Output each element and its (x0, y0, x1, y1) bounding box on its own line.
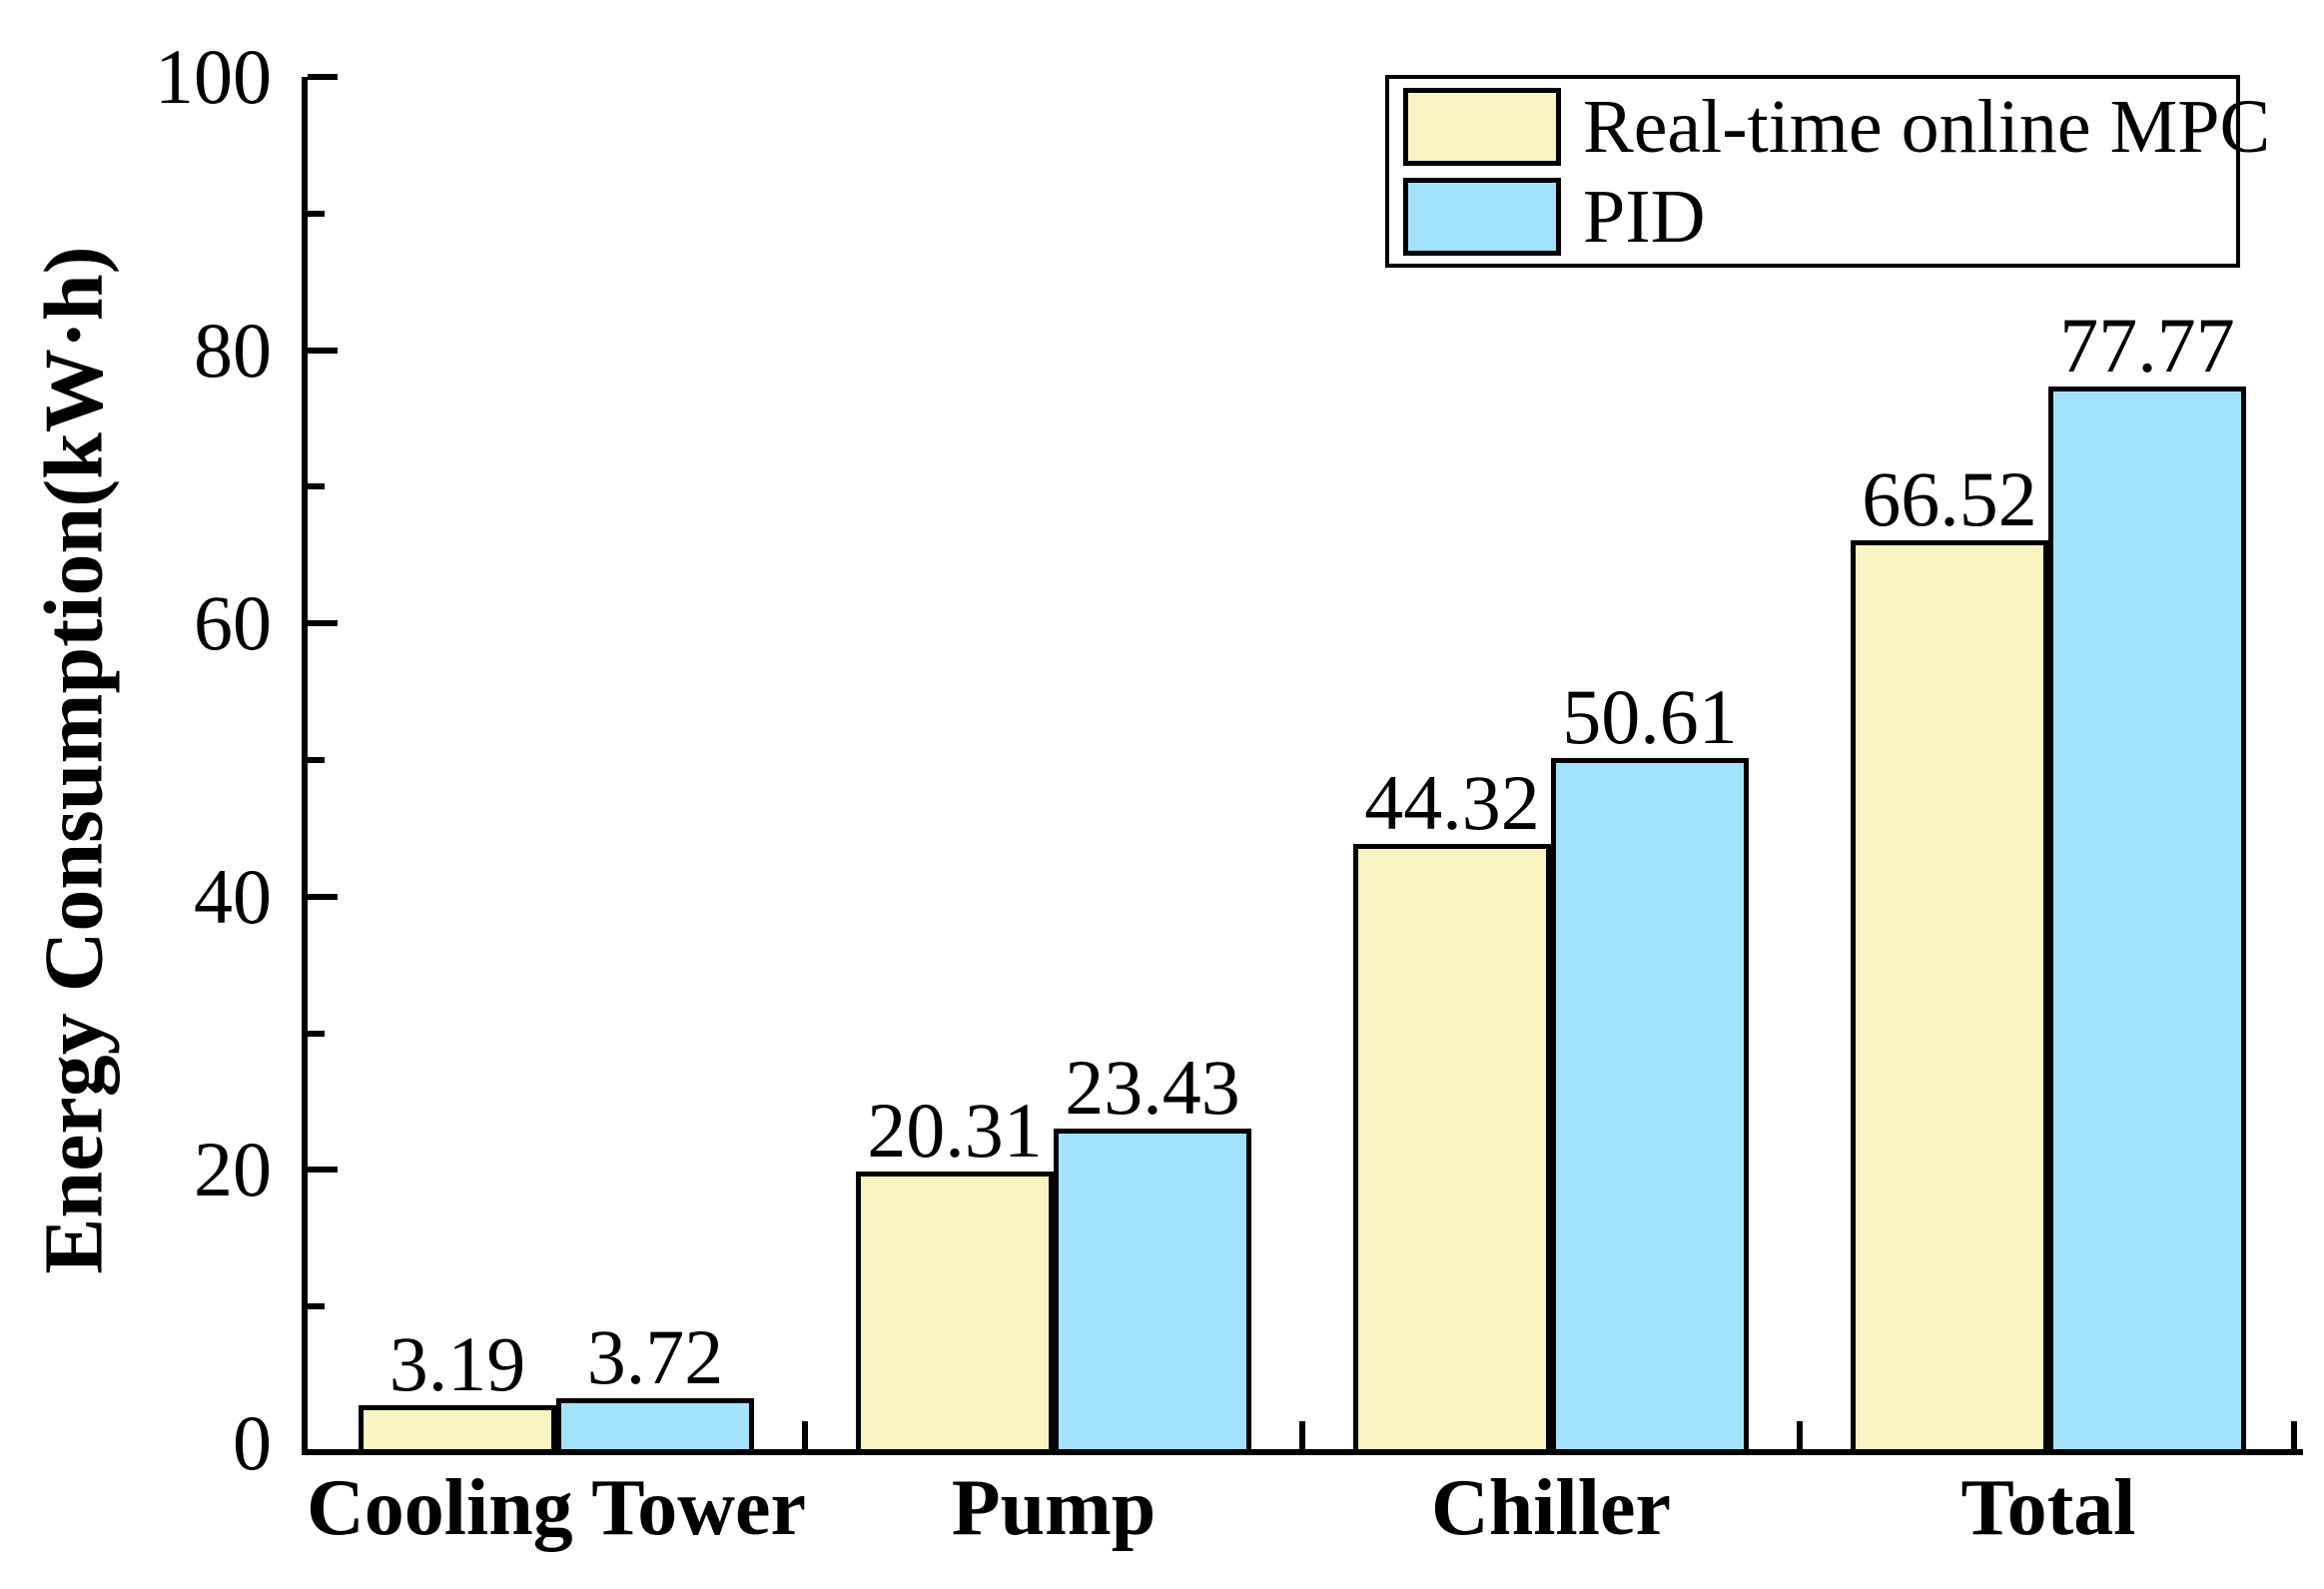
y-axis-title: Energy Consumption(kW·h) (27, 246, 121, 1274)
y-major-tick (308, 620, 338, 627)
bar: 3.72 (556, 1317, 754, 1449)
bar-value-label: 77.77 (2059, 302, 2235, 390)
y-major-tick (308, 1167, 338, 1174)
y-minor-tick (308, 210, 325, 217)
y-minor-tick (308, 757, 325, 763)
bar-group: 44.32 50.61 (1302, 77, 1800, 1449)
bar-value-label: 23.43 (1065, 1044, 1240, 1132)
bar: 50.61 (1551, 676, 1749, 1449)
x-category-label: Pump (951, 1464, 1157, 1552)
bar: 66.52 (1851, 459, 2048, 1449)
x-boundary-tick (1797, 1421, 1803, 1449)
y-tick-label: 100 (155, 33, 272, 120)
bar: 44.32 (1353, 762, 1551, 1449)
bar: 23.43 (1054, 1048, 1251, 1449)
y-major-tick (308, 347, 338, 354)
bar-group: 20.31 23.43 (805, 77, 1302, 1449)
bar-value-label: 44.32 (1364, 758, 1540, 846)
bar-group: 3.19 3.72 (308, 77, 805, 1449)
y-major-tick (308, 74, 338, 80)
bar-value-label: 66.52 (1862, 455, 2037, 543)
legend-swatch-pid (1403, 177, 1561, 256)
y-major-tick (308, 893, 338, 900)
bar: 20.31 (856, 1091, 1054, 1449)
y-minor-tick (308, 483, 325, 490)
y-tick-label: 20 (194, 1126, 272, 1213)
y-tick-label: 60 (194, 579, 272, 667)
y-minor-tick (308, 1030, 325, 1037)
legend-label-mpc: Real-time online MPC (1583, 84, 2271, 169)
legend: Real-time online MPC PID (1385, 75, 2270, 268)
bar: 3.19 (359, 1324, 556, 1449)
x-category-label: Total (1960, 1464, 2136, 1552)
y-minor-tick (308, 1303, 325, 1310)
y-tick-label: 40 (194, 852, 272, 940)
x-boundary-tick (802, 1421, 808, 1449)
y-tick-label: 0 (233, 1399, 272, 1486)
bar-group: 66.52 77.77 (1800, 77, 2297, 1449)
bar-value-label: 20.31 (867, 1087, 1043, 1175)
legend-item-mpc: Real-time online MPC (1403, 87, 2270, 167)
y-tick-label: 80 (194, 306, 272, 394)
bar-value-label: 3.72 (586, 1313, 724, 1401)
bar-value-label: 50.61 (1562, 672, 1738, 760)
x-category-label: Chiller (1431, 1464, 1671, 1552)
legend-item-pid: PID (1403, 177, 2236, 257)
legend-swatch-mpc (1403, 87, 1561, 166)
bar: 77.77 (2048, 306, 2246, 1449)
legend-label-pid: PID (1583, 174, 1706, 259)
bar-value-label: 3.19 (388, 1320, 526, 1408)
x-category-label: Cooling Tower (306, 1464, 807, 1552)
plot-area: 0 20 40 60 80 100 3.19 3.72 20.31 23.43 44.32 50.61… (155, 38, 2303, 1482)
x-boundary-tick (2291, 1421, 2297, 1449)
x-boundary-tick (1299, 1421, 1305, 1449)
